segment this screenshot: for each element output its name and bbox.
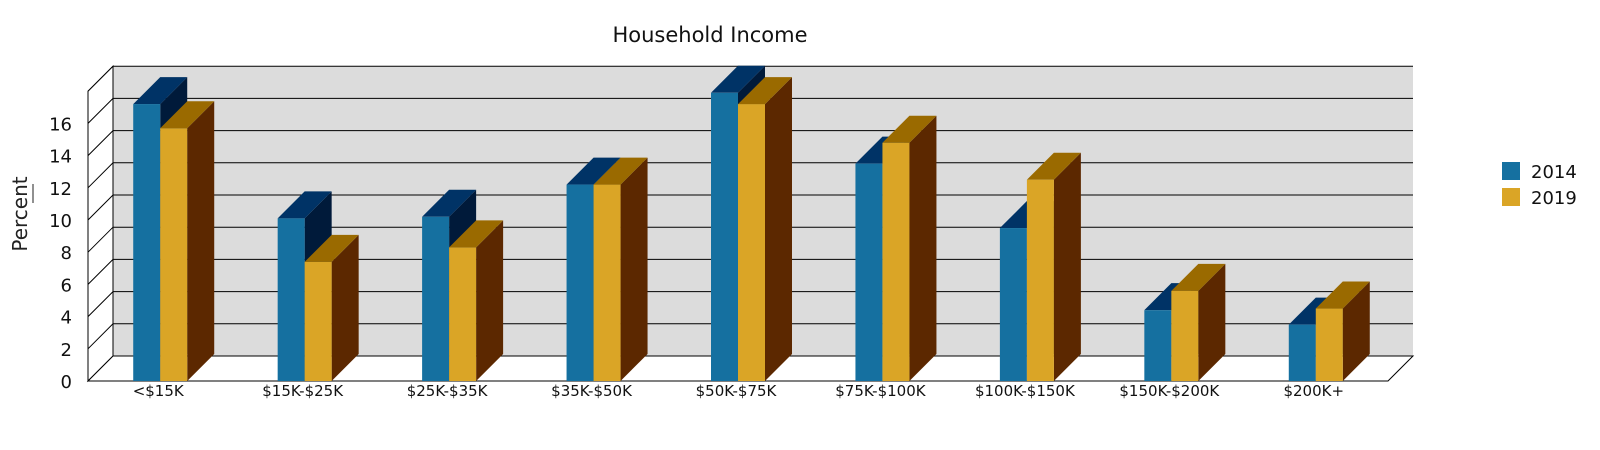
y-tick-label: 8: [61, 243, 72, 264]
bar-side: [765, 77, 792, 381]
y-tick-label: 12: [49, 179, 72, 200]
gridline: [87, 291, 1413, 317]
gridline: [87, 65, 1413, 92]
bar-top: [738, 77, 792, 105]
gridline: [87, 258, 1413, 285]
x-tick-label: $35K-$50K: [551, 382, 633, 400]
bar-front: [304, 261, 332, 381]
bar-top: [1315, 281, 1370, 309]
y-tick-label: 16: [49, 114, 72, 135]
bar-front: [1144, 310, 1172, 381]
y-tick-label: 0: [61, 372, 72, 393]
bar-top: [449, 220, 504, 248]
bar-front: [1315, 308, 1343, 381]
gridline: [87, 130, 1413, 156]
x-tick-label: $50K-$75K: [696, 382, 778, 400]
gridline: [87, 194, 1413, 221]
gridline: [87, 97, 1413, 124]
bar-side: [187, 101, 215, 381]
bar-2019-6: [1026, 152, 1081, 381]
y-axis-label: Percent: [8, 176, 32, 251]
gridline: [87, 323, 1413, 350]
bar-front: [277, 218, 305, 381]
chart-title: Household Income: [612, 23, 807, 47]
gridline: [87, 226, 1413, 253]
grid-lines: [87, 65, 1413, 350]
bar-front: [566, 184, 594, 381]
bar-side: [1198, 263, 1226, 381]
bar-front: [449, 247, 477, 381]
bar-front: [1171, 290, 1199, 381]
bar-2019-4: [738, 77, 792, 381]
bar-front: [422, 216, 450, 381]
x-tick-label: $15K-$25K: [262, 382, 344, 400]
bar-top: [566, 157, 621, 185]
gridline: [87, 162, 1413, 189]
y-tick-label: 4: [61, 308, 72, 329]
x-tick-label: $25K-$35K: [407, 382, 489, 400]
bars: [133, 65, 1370, 381]
bar-side: [909, 115, 937, 381]
bar-top: [1026, 152, 1081, 180]
bar-front: [133, 104, 161, 381]
bar-side: [620, 157, 648, 381]
bar-2019-0: [160, 101, 215, 381]
bar-2019-7: [1171, 263, 1226, 381]
bar-front: [1026, 179, 1054, 381]
x-tick-label: $200K+: [1283, 382, 1344, 400]
bar-front: [855, 163, 883, 381]
bar-top: [593, 157, 648, 185]
bar-front: [160, 128, 188, 381]
y-tick-label: 2: [61, 340, 72, 361]
bar-front: [593, 184, 621, 381]
bar-2019-5: [882, 115, 937, 381]
bar-front: [882, 142, 910, 381]
legend-label-2014: 2014: [1531, 162, 1577, 183]
legend-label-2019: 2019: [1531, 188, 1577, 209]
y-tick-label: 14: [49, 147, 72, 168]
x-tick-label: $150K-$200K: [1119, 382, 1220, 400]
bar-2019-2: [449, 220, 504, 381]
axis-labels: 0 2 4 6 8 10 12 14 16 <$15K $15K-$25K $25K-$35K $35K…: [49, 114, 1344, 400]
bar-side: [476, 220, 504, 381]
x-tick-label: <$15K: [133, 382, 185, 400]
bar-top: [422, 189, 477, 217]
bar-side: [331, 234, 359, 381]
y-tick-label: 10: [49, 211, 72, 232]
bar-front: [738, 104, 765, 381]
bar-front: [1288, 324, 1316, 381]
legend: 2014 2019: [1502, 162, 1577, 209]
plot-left-wall: [87, 64, 114, 383]
bar-2019-1: [304, 234, 359, 381]
bar-2019-3: [593, 157, 648, 381]
x-tick-label: $100K-$150K: [975, 382, 1076, 400]
bar-side: [1342, 281, 1370, 381]
bar-top: [882, 115, 937, 143]
bar-top: [133, 77, 188, 105]
y-tick-label: 6: [61, 275, 72, 296]
bar-2019-8: [1315, 281, 1370, 381]
bar-top: [304, 234, 359, 262]
bar-top: [711, 65, 765, 93]
legend-swatch-2014: [1502, 162, 1520, 180]
x-tick-label: $75K-$100K: [835, 382, 926, 400]
legend-swatch-2019: [1502, 188, 1520, 206]
bar-top: [1171, 263, 1226, 291]
bar-front: [711, 92, 738, 381]
bar-top: [277, 191, 332, 219]
bar-front: [999, 228, 1027, 381]
bar-top: [160, 101, 215, 129]
bar-side: [1053, 152, 1081, 381]
